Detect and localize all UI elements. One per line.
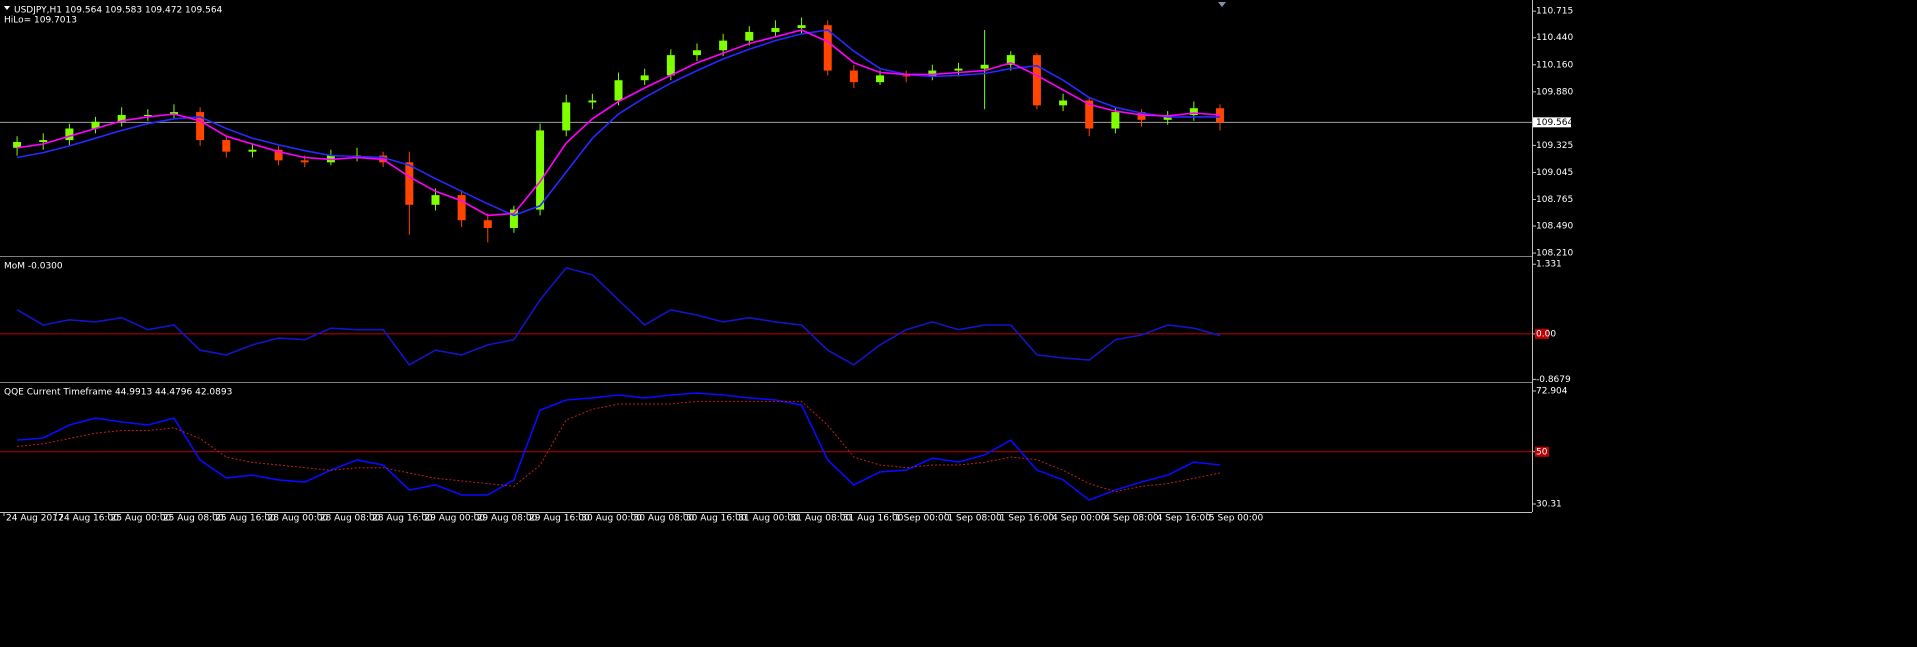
x-tick-label: 30 Aug 00:00 <box>581 514 642 524</box>
y-tick-label: 110.715 <box>1536 7 1573 17</box>
x-tick-label: 4 Sep 00:00 <box>1052 514 1107 524</box>
x-tick-label: 1 Sep 00:00 <box>895 514 950 524</box>
y-tick-label: 110.160 <box>1536 60 1573 70</box>
candle-body <box>143 114 152 116</box>
x-tick-label: 31 Aug 00:00 <box>738 514 799 524</box>
x-tick-label: 31 Aug 08:00 <box>791 514 852 524</box>
y-tick-label: 0.00 <box>1536 329 1556 339</box>
y-tick-label: 1.331 <box>1536 260 1562 270</box>
indicator-title: USDJPY,H1 109.564 109.583 109.472 109.56… <box>14 6 223 16</box>
candle-body <box>614 80 623 101</box>
candle-body <box>39 140 48 143</box>
candle-body <box>300 160 309 163</box>
indicator-title: QQE Current Timeframe 44.9913 44.4796 42… <box>4 388 232 398</box>
candle-body <box>536 130 545 210</box>
indicator-line <box>16 29 1221 217</box>
x-tick-label: 1 Sep 08:00 <box>947 514 1002 524</box>
indicator-line <box>16 266 1221 366</box>
x-tick-label: 30 Aug 08:00 <box>634 514 695 524</box>
y-tick-label: -0.8679 <box>1536 375 1571 385</box>
candle-body <box>509 209 518 228</box>
candle-body <box>876 75 885 83</box>
candle-body <box>457 195 466 221</box>
candle-body <box>745 31 754 41</box>
candle-body <box>91 121 100 129</box>
candle-body <box>719 40 728 51</box>
x-tick-label: 28 Aug 16:00 <box>372 514 433 524</box>
candle-body <box>405 162 414 205</box>
candle-body <box>588 100 597 103</box>
candle-body <box>196 112 205 141</box>
x-tick-label: 1 Sep 16:00 <box>1000 514 1055 524</box>
shift-marker <box>1218 2 1226 7</box>
candle-body <box>666 55 675 76</box>
x-tick-label: 28 Aug 08:00 <box>320 514 381 524</box>
candle-body <box>954 68 963 71</box>
candle-body <box>771 28 780 32</box>
candle-body <box>274 149 283 161</box>
last-price-label: 109.564 <box>1536 118 1573 128</box>
indicator-subtitle: HiLo= 109.7013 <box>4 16 77 26</box>
candle-body <box>1189 108 1198 115</box>
y-tick-label: 109.880 <box>1536 87 1573 97</box>
x-tick-label: 31 Aug 16:00 <box>843 514 904 524</box>
y-tick-label: 50 <box>1536 447 1548 457</box>
x-tick-label: 28 Aug 00:00 <box>268 514 329 524</box>
x-tick-label: 25 Aug 08:00 <box>163 514 224 524</box>
x-tick-label: 30 Aug 16:00 <box>686 514 747 524</box>
y-tick-label: 108.210 <box>1536 249 1573 259</box>
menu-arrow[interactable] <box>4 6 10 10</box>
x-tick-label: 29 Aug 16:00 <box>529 514 590 524</box>
candle-body <box>65 128 74 141</box>
x-tick-label: 24 Aug 16:00 <box>58 514 119 524</box>
y-tick-label: 110.440 <box>1536 33 1573 43</box>
candle-body <box>1137 112 1146 120</box>
candle-body <box>849 70 858 83</box>
candle-body <box>823 25 832 71</box>
candle-body <box>483 220 492 228</box>
y-tick-label: 109.325 <box>1536 141 1573 151</box>
x-tick-label: 29 Aug 00:00 <box>424 514 485 524</box>
y-tick-label: 30.31 <box>1536 500 1562 510</box>
y-tick-label: 72.904 <box>1536 386 1568 396</box>
level-tick-box <box>1535 446 1549 457</box>
candle-body <box>248 149 257 152</box>
candle-body <box>562 102 571 131</box>
candle-body <box>902 75 911 77</box>
x-tick-label: 29 Aug 08:00 <box>477 514 538 524</box>
candle-body <box>1006 55 1015 65</box>
candle-body <box>222 140 231 152</box>
candle-body <box>797 25 806 29</box>
y-tick-label: 109.045 <box>1536 168 1573 178</box>
y-tick-label: 108.765 <box>1536 195 1573 205</box>
candle-body <box>640 75 649 81</box>
candle-body <box>980 64 989 69</box>
y-tick-label: 108.490 <box>1536 222 1573 232</box>
indicator-line <box>17 400 1221 493</box>
last-price-box <box>1533 117 1571 128</box>
candle-body <box>928 70 937 77</box>
x-tick-label: 5 Sep 00:00 <box>1209 514 1264 524</box>
candle-body <box>117 114 126 122</box>
x-tick-label: 25 Aug 00:00 <box>111 514 172 524</box>
candle-body <box>1032 55 1041 106</box>
x-tick-label: 25 Aug 16:00 <box>215 514 276 524</box>
x-tick-label: 4 Sep 16:00 <box>1157 514 1212 524</box>
indicator-title: MoM -0.0300 <box>4 262 63 272</box>
level-tick-box <box>1535 328 1549 339</box>
candle-body <box>13 142 22 148</box>
x-tick-label: 4 Sep 08:00 <box>1104 514 1159 524</box>
candle-body <box>1111 112 1120 129</box>
candle-body <box>431 195 440 205</box>
candle-body <box>692 50 701 56</box>
x-tick-label: 24 Aug 2017 <box>6 514 64 524</box>
candle-body <box>1059 100 1068 106</box>
indicator-line <box>17 392 1221 502</box>
candle-body <box>1085 100 1094 129</box>
